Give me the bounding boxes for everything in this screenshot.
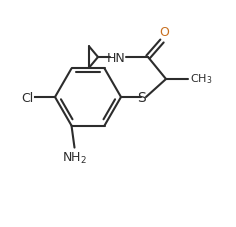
Text: CH$_3$: CH$_3$ (190, 72, 212, 86)
Text: S: S (137, 91, 145, 105)
Text: Cl: Cl (21, 91, 33, 104)
Text: O: O (159, 26, 169, 39)
Text: NH$_2$: NH$_2$ (62, 150, 87, 165)
Text: HN: HN (106, 51, 125, 64)
